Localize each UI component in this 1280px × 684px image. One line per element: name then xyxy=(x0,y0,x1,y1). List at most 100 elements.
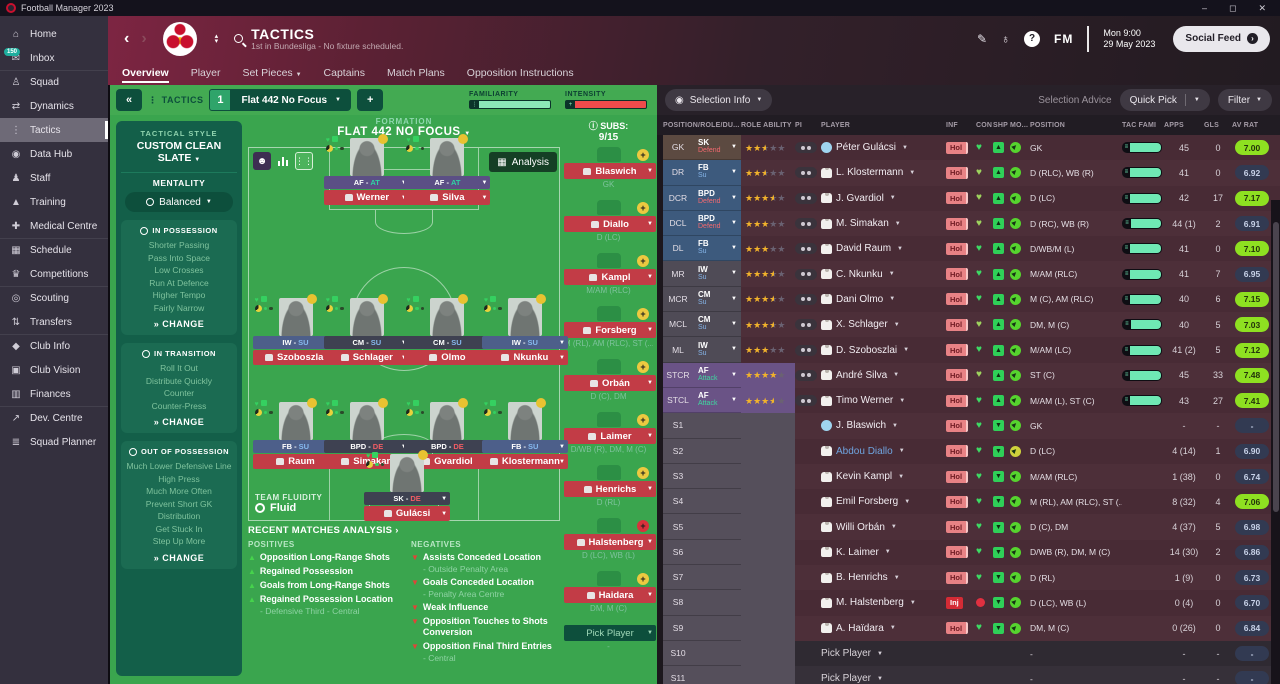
close-icon[interactable]: ✕ xyxy=(1258,2,1266,13)
scrollbar-thumb[interactable] xyxy=(1272,222,1279,512)
sub-player-dropdown[interactable]: Orbán ▼ xyxy=(564,375,656,391)
tactic-preset-dropdown[interactable]: Flat 442 No Focus ▼ xyxy=(231,89,351,111)
role-dropdown[interactable]: SK - DE ▼ xyxy=(364,492,451,505)
squad-row-s5[interactable]: S5 Willi Orbán ▼ Hol ♥ ▼ ▶ D (C), DM 4 (3… xyxy=(663,514,1280,540)
squad-row-s11[interactable]: S11 Pick Player ▼ - - - - xyxy=(663,666,1280,684)
sidebar-item-schedule[interactable]: ▦ Schedule xyxy=(0,238,108,262)
sub-player-dropdown[interactable]: Henrichs ▼ xyxy=(564,481,656,497)
squad-row-mcl[interactable]: MCL CM Su ▼ ★ ★ ★ ★ ★ ★ X. Schlager ▼ Hol ♥ ▲ ▶ … xyxy=(663,312,1280,338)
player-cell[interactable]: Timo Werner ▼ xyxy=(821,388,946,413)
column-header[interactable]: PI xyxy=(795,121,803,129)
player-cell[interactable]: André Silva ▼ xyxy=(821,363,946,388)
minimize-icon[interactable]: – xyxy=(1201,2,1207,13)
squad-row-s8[interactable]: S8 M. Halstenberg ▼ Inj ▼ ▶ D (LC), WB (L… xyxy=(663,590,1280,616)
player-name-dropdown[interactable]: Nkunku ▼ xyxy=(481,350,568,365)
squad-row-mr[interactable]: MR IW Su ▼ ★ ★ ★ ★ ★ ★ C. Nkunku ▼ Hol ♥ ▲ ▶ M/A… xyxy=(663,261,1280,287)
world-icon[interactable]: ♁ xyxy=(1001,31,1011,46)
pi-cell[interactable] xyxy=(795,388,821,413)
player-cell[interactable]: Abdou Diallo ▼ xyxy=(821,439,946,464)
pi-cell[interactable] xyxy=(795,186,821,211)
club-crest[interactable] xyxy=(162,21,197,56)
role-duty-cell[interactable]: IW Su ▼ xyxy=(693,337,741,363)
squad-row-dcl[interactable]: DCL BPD Defend ▼ ★ ★ ★ ★ ★ M. Simakan ▼ Hol ♥ ▲… xyxy=(663,210,1280,237)
tab-match-plans[interactable]: Match Plans xyxy=(387,67,445,79)
player-cell[interactable]: C. Nkunku ▼ xyxy=(821,261,946,286)
sidebar-item-home[interactable]: ⌂ Home xyxy=(0,22,108,46)
formation-dropdown[interactable]: FLAT 442 NO FOCUS ▼ xyxy=(337,126,471,138)
role-duty-cell[interactable]: FB Su ▼ xyxy=(693,236,741,262)
squad-row-s3[interactable]: S3 Kevin Kampl ▼ Hol ♥ ▼ ▶ M/AM (RLC) 1 (… xyxy=(663,463,1280,490)
sidebar-item-club-info[interactable]: ◆ Club Info xyxy=(0,334,108,358)
social-feed-button[interactable]: Social Feed › xyxy=(1173,25,1270,52)
player-cell[interactable]: Péter Gulácsi ▼ xyxy=(821,135,946,160)
column-header[interactable]: TAC FAMI xyxy=(1122,121,1157,129)
player-cell[interactable]: M. Halstenberg ▼ xyxy=(821,590,946,615)
players-view-button[interactable]: ☻ xyxy=(253,152,271,170)
sidebar-item-squad[interactable]: ♙ Squad xyxy=(0,70,108,94)
player-cell[interactable]: Kevin Kampl ▼ xyxy=(821,464,946,489)
squad-row-dr[interactable]: DR FB Su ▼ ★ ★ ★ ★ ★ ★ L. Klostermann ▼ Hol ♥ ▲ … xyxy=(663,160,1280,186)
sidebar-item-competitions[interactable]: ♛ Competitions xyxy=(0,262,108,286)
pi-cell[interactable] xyxy=(795,211,821,236)
sidebar-item-squad-planner[interactable]: ≣ Squad Planner xyxy=(0,430,108,454)
column-header[interactable]: POSITION/ROLE/DU... ▲ xyxy=(663,121,741,129)
role-duty-cell[interactable]: BPD Defend ▼ xyxy=(693,210,741,237)
squad-row-ml[interactable]: ML IW Su ▼ ★ ★ ★ ★ ★ D. Szoboszlai ▼ Hol ♥ ▲ ▶ … xyxy=(663,337,1280,363)
role-duty-cell[interactable]: AF Attack ▼ xyxy=(693,362,741,388)
role-dropdown[interactable]: FB - SU▼ xyxy=(481,440,568,453)
squad-row-stcl[interactable]: STCL AF Attack ▼ ★ ★ ★ ★ ★ ★ Timo Werner ▼ Hol ♥… xyxy=(663,387,1280,414)
squad-row-s10[interactable]: S10 Pick Player ▼ - - - - xyxy=(663,640,1280,667)
tactic-view-button[interactable]: ⋮⋮ xyxy=(295,152,313,170)
player-cell[interactable]: B. Henrichs ▼ xyxy=(821,565,946,590)
sidebar-item-finances[interactable]: ▥ Finances xyxy=(0,382,108,406)
column-header[interactable]: SHP xyxy=(993,121,1008,129)
player-cell[interactable]: L. Klostermann ▼ xyxy=(821,160,946,185)
role-dropdown[interactable]: BPD - DE▼ xyxy=(323,440,410,453)
player-cell[interactable]: K. Laimer ▼ xyxy=(821,540,946,565)
squad-row-s6[interactable]: S6 K. Laimer ▼ Hol ♥ ▼ ▶ D/WB (R), DM, M … xyxy=(663,539,1280,566)
tab-set-pieces[interactable]: Set Pieces ▼ xyxy=(242,67,302,79)
sidebar-item-dev-centre[interactable]: ↗ Dev. Centre xyxy=(0,406,108,430)
column-header[interactable]: ROLE ABILITY xyxy=(741,121,792,129)
sub-player-dropdown[interactable]: Halstenberg ▼ xyxy=(564,534,656,550)
player-cell[interactable]: A. Haïdara ▼ xyxy=(821,616,946,641)
player-name-dropdown[interactable]: Werner▼ xyxy=(323,190,410,205)
sub-player-dropdown[interactable]: Kampl ▼ xyxy=(564,269,656,285)
mentality-dropdown[interactable]: Balanced ▼ xyxy=(125,192,233,212)
column-header[interactable]: MO... xyxy=(1010,121,1029,129)
quick-pick-button[interactable]: Quick Pick ▼ xyxy=(1119,89,1210,111)
search-icon[interactable] xyxy=(234,34,244,43)
tab-opposition-instructions[interactable]: Opposition Instructions xyxy=(466,67,574,79)
pick-player-dropdown[interactable]: Pick Player ▼ xyxy=(564,625,656,641)
sub-player-dropdown[interactable]: Haidara ▼ xyxy=(564,587,656,603)
change-button[interactable]: » CHANGE xyxy=(153,552,205,563)
pi-cell[interactable] xyxy=(795,160,821,185)
sidebar-item-dynamics[interactable]: ⇄ Dynamics xyxy=(0,94,108,118)
player-name-dropdown[interactable]: Klostermann ▼ xyxy=(481,454,568,469)
squad-row-mcr[interactable]: MCR CM Su ▼ ★ ★ ★ ★ ★ ★ Dani Olmo ▼ Hol ♥ ▲ ▶ M … xyxy=(663,286,1280,313)
role-duty-cell[interactable]: AF Attack ▼ xyxy=(693,387,741,414)
stats-view-button[interactable] xyxy=(274,152,292,170)
selection-advice-button[interactable]: Selection Advice xyxy=(1038,94,1112,106)
player-name-dropdown[interactable]: Schlager▼ xyxy=(323,350,410,365)
help-icon[interactable]: ? xyxy=(1024,30,1041,47)
sidebar-item-inbox[interactable]: ✉ 150 Inbox xyxy=(0,46,108,70)
player-cell[interactable]: Emil Forsberg ▼ xyxy=(821,489,946,514)
player-name-dropdown[interactable]: Silva ▼ xyxy=(404,190,491,205)
back-arrow-icon[interactable]: ‹ xyxy=(124,29,130,47)
role-duty-cell[interactable]: BPD Defend ▼ xyxy=(693,185,741,211)
squad-row-dl[interactable]: DL FB Su ▼ ★ ★ ★ ★ ★ David Raum ▼ Hol ♥ ▲ ▶ D/W… xyxy=(663,236,1280,262)
sub-player-dropdown[interactable]: Forsberg ▼ xyxy=(564,322,656,338)
squad-row-s7[interactable]: S7 B. Henrichs ▼ Hol ♥ ▼ ▶ D (RL) 1 (9) 0… xyxy=(663,565,1280,591)
squad-row-s2[interactable]: S2 Abdou Diallo ▼ Hol ♥ ▼ ▶ D (LC) 4 (14)… xyxy=(663,438,1280,464)
column-header[interactable]: AV RAT xyxy=(1232,121,1259,129)
squad-row-s1[interactable]: S1 J. Blaswich ▼ Hol ♥ ▼ ▶ GK - - - xyxy=(663,413,1280,439)
change-button[interactable]: » CHANGE xyxy=(153,319,205,329)
player-cell[interactable]: D. Szoboszlai ▼ xyxy=(821,337,946,362)
maximize-icon[interactable]: ◻ xyxy=(1228,2,1237,13)
selection-info-dropdown[interactable]: ◉ Selection Info ▼ xyxy=(665,89,773,111)
player-cell[interactable]: M. Simakan ▼ xyxy=(821,211,946,236)
role-dropdown[interactable]: CM - SU▼ xyxy=(323,336,410,349)
role-dropdown[interactable]: AF - AT▼ xyxy=(404,176,491,189)
pi-cell[interactable] xyxy=(795,135,821,160)
